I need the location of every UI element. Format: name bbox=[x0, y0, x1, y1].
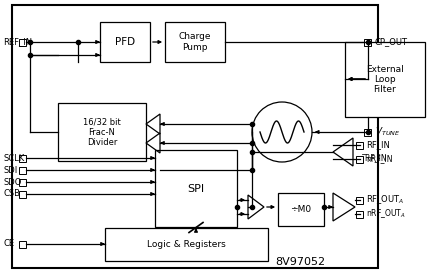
Bar bbox=[365, 39, 372, 46]
Bar bbox=[155, 150, 237, 227]
Text: REF_IN: REF_IN bbox=[3, 38, 32, 46]
Bar bbox=[278, 193, 324, 226]
Bar bbox=[356, 211, 363, 218]
Text: CSB: CSB bbox=[3, 190, 20, 199]
Text: nRF_IN: nRF_IN bbox=[366, 155, 393, 164]
Text: SDO: SDO bbox=[3, 178, 21, 186]
Text: SPI: SPI bbox=[187, 183, 205, 193]
Bar bbox=[19, 241, 25, 248]
Text: nRF_OUT$_A$: nRF_OUT$_A$ bbox=[366, 208, 406, 220]
Text: SCLK: SCLK bbox=[3, 153, 24, 162]
Bar bbox=[365, 129, 372, 136]
Bar bbox=[356, 155, 363, 162]
Text: 16/32 bit
Frac-N
Divider: 16/32 bit Frac-N Divider bbox=[83, 117, 121, 147]
Bar bbox=[19, 39, 25, 46]
Text: CE: CE bbox=[3, 239, 14, 249]
Bar bbox=[58, 103, 146, 161]
Bar bbox=[345, 42, 425, 117]
Text: $V_{TUNE}$: $V_{TUNE}$ bbox=[375, 126, 400, 138]
Bar bbox=[105, 228, 268, 261]
Bar bbox=[165, 22, 225, 62]
Text: RF_IN: RF_IN bbox=[366, 141, 390, 150]
Bar bbox=[12, 5, 378, 268]
Bar bbox=[100, 22, 150, 62]
Bar bbox=[19, 179, 25, 186]
Text: CP_OUT: CP_OUT bbox=[375, 38, 408, 46]
Bar bbox=[19, 190, 25, 197]
Bar bbox=[19, 167, 25, 174]
Text: Charge
Pump: Charge Pump bbox=[179, 32, 211, 52]
Text: RF_OUT$_A$: RF_OUT$_A$ bbox=[366, 194, 404, 206]
Text: ÷M0: ÷M0 bbox=[290, 205, 311, 214]
Text: 8V97052: 8V97052 bbox=[275, 257, 325, 267]
Bar bbox=[356, 197, 363, 204]
Text: ̅RF_IN: ̅RF_IN bbox=[366, 153, 388, 162]
Text: PFD: PFD bbox=[115, 37, 135, 47]
Text: External
Loop
Filter: External Loop Filter bbox=[366, 65, 404, 94]
Bar bbox=[356, 141, 363, 148]
Text: Logic & Registers: Logic & Registers bbox=[147, 240, 226, 249]
Bar bbox=[19, 155, 25, 162]
Text: SDI: SDI bbox=[3, 165, 17, 174]
